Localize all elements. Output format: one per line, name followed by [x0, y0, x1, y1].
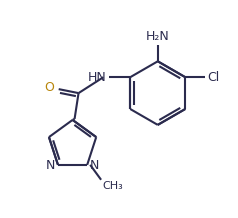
Text: N: N: [90, 159, 99, 172]
Text: Cl: Cl: [207, 71, 219, 84]
Text: O: O: [44, 81, 54, 94]
Text: H₂N: H₂N: [146, 31, 170, 43]
Text: CH₃: CH₃: [102, 181, 123, 191]
Text: N: N: [46, 159, 55, 172]
Text: HN: HN: [88, 71, 106, 84]
